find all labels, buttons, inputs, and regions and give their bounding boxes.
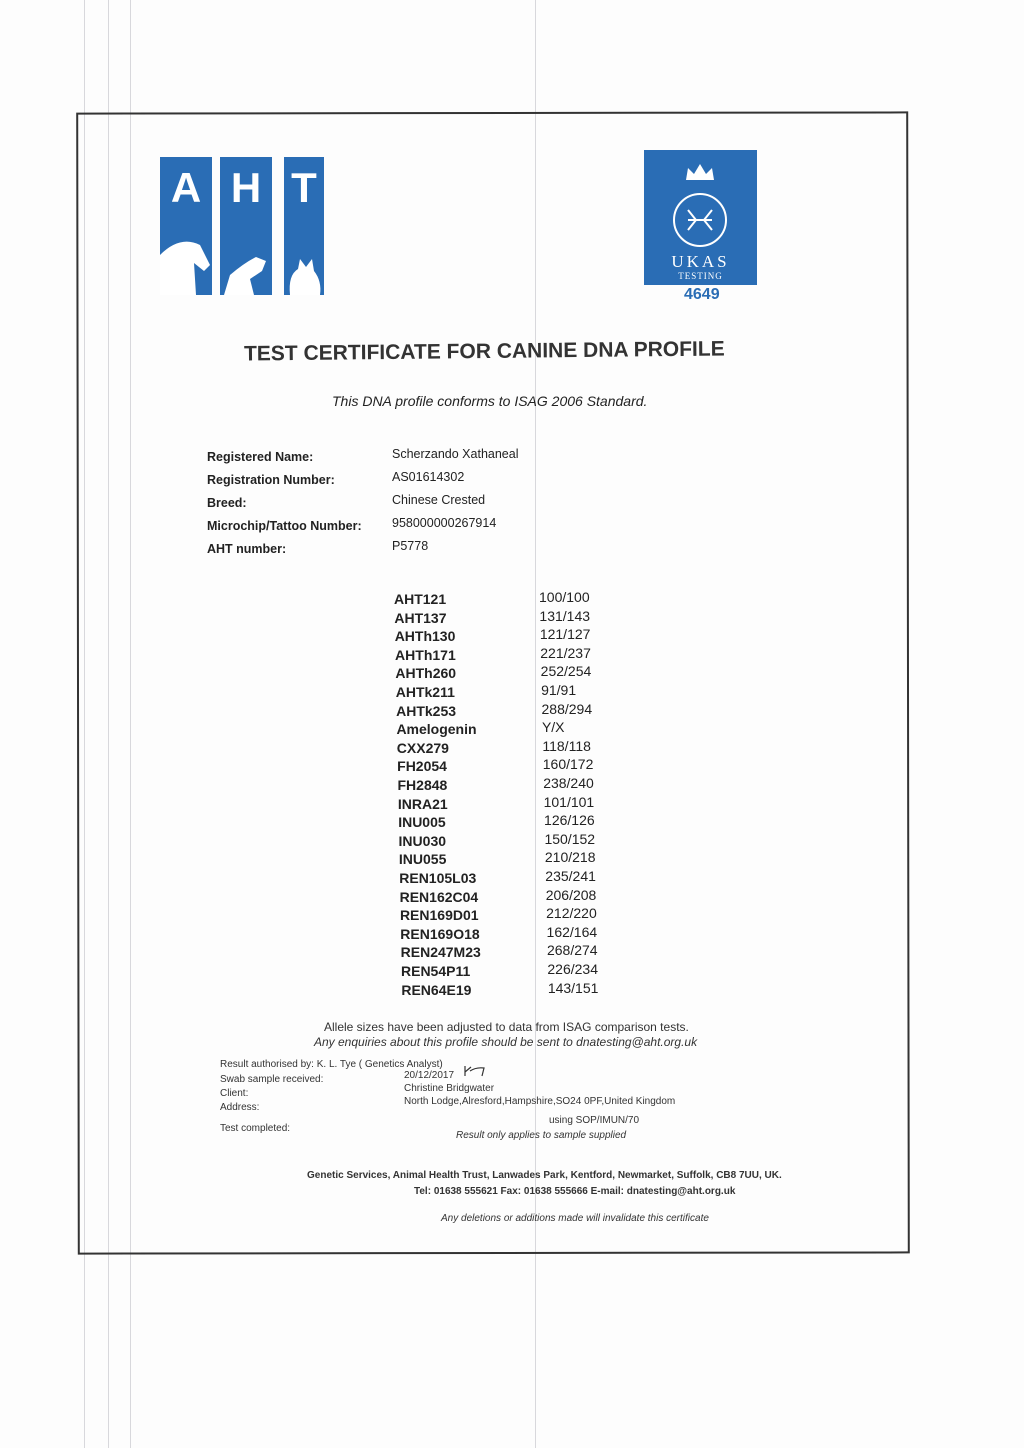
marker-value: 162/164 (546, 923, 598, 940)
marker-name: REN162C04 (399, 888, 479, 905)
marker-value: Y/X (541, 719, 565, 736)
marker-name: INU030 (398, 832, 447, 849)
marker-name: CXX279 (396, 739, 449, 756)
footer-disclaimer: Any deletions or additions made will inv… (441, 1213, 709, 1224)
marker-value: 150/152 (544, 830, 596, 847)
address-value: North Lodge,Alresford,Hampshire,SO24 0PF… (404, 1096, 676, 1107)
marker-name: REN64E19 (401, 981, 472, 998)
marker-name: REN247M23 (400, 944, 481, 961)
scan-line (108, 0, 109, 1448)
marker-name: REN105L03 (399, 870, 477, 886)
marker-value: 91/91 (541, 682, 577, 698)
marker-value: 118/118 (542, 737, 591, 754)
marker-value: 268/274 (546, 942, 598, 959)
test-completed-label: Test completed: (220, 1123, 291, 1134)
test-method: using SOP/IMUN/70 (549, 1115, 640, 1126)
detail-value: P5778 (392, 539, 429, 553)
dog-silhouette-icon (224, 257, 266, 295)
marker-name: AHT137 (394, 609, 447, 626)
detail-label: Registration Number: (207, 473, 335, 487)
ukas-subtext: TESTING (678, 271, 723, 281)
applies-note: Result only applies to sample supplied (456, 1130, 627, 1141)
marker-name: AHTk253 (396, 702, 457, 719)
marker-name: AHTk211 (395, 684, 455, 700)
handwritten-initials (464, 1066, 485, 1077)
detail-value: Scherzando Xathaneal (392, 447, 519, 461)
detail-value: AS01614302 (392, 470, 465, 484)
marker-name: AHT121 (394, 591, 447, 607)
logo-letter: A (170, 164, 202, 211)
marker-value: 235/241 (545, 868, 596, 884)
scan-line (130, 0, 131, 1448)
marker-name: INRA21 (397, 795, 448, 812)
ukas-text: UKAS (671, 252, 730, 271)
marker-name: Amelogenin (396, 721, 477, 738)
marker-value: 126/126 (544, 812, 595, 829)
horse-silhouette-icon (160, 241, 210, 295)
marker-name: REN169O18 (400, 925, 480, 942)
marker-value: 160/172 (542, 756, 594, 773)
marker-name: AHTh130 (394, 628, 456, 645)
marker-value: 100/100 (539, 589, 590, 605)
crown-tick-emblem-icon (673, 164, 727, 247)
marker-value: 252/254 (540, 663, 592, 680)
client-label: Client: (220, 1088, 249, 1099)
cat-silhouette-icon (289, 259, 321, 295)
enquiries-note: Any enquiries about this profile should … (314, 1035, 698, 1049)
footer-address: Genetic Services, Animal Health Trust, L… (307, 1170, 782, 1181)
detail-label: AHT number: (207, 542, 287, 556)
ukas-number: 4649 (684, 286, 720, 303)
marker-value: 143/151 (547, 979, 599, 996)
detail-label: Microchip/Tattoo Number: (207, 519, 362, 533)
marker-value: 212/220 (546, 905, 597, 922)
marker-name: FH2054 (397, 758, 447, 775)
marker-name: FH2848 (397, 777, 448, 793)
marker-name: AHTh171 (395, 646, 456, 663)
client-value: Christine Bridgwater (404, 1083, 495, 1094)
allele-note: Allele sizes have been adjusted to data … (324, 1020, 689, 1034)
marker-value: 121/127 (539, 626, 591, 643)
marker-value: 206/208 (545, 886, 597, 903)
swab-label: Swab sample received: (220, 1074, 324, 1085)
scan-line (535, 0, 536, 1448)
marker-value: 131/143 (539, 607, 591, 624)
footer-contact: Tel: 01638 555621 Fax: 01638 555666 E-ma… (414, 1186, 736, 1197)
authorised-by: Result authorised by: K. L. Tye ( Geneti… (220, 1059, 443, 1070)
scan-line (84, 0, 85, 1448)
marker-name: AHTh260 (395, 665, 457, 682)
marker-name: INU005 (398, 814, 446, 831)
marker-value: 238/240 (543, 775, 594, 791)
address-label: Address: (220, 1102, 260, 1113)
page-title: TEST CERTIFICATE FOR CANINE DNA PROFILE (243, 337, 725, 366)
detail-value: 958000000267914 (392, 516, 497, 530)
marker-name: REN169D01 (399, 907, 479, 924)
marker-name: INU055 (398, 851, 447, 868)
logo-letter: H (230, 164, 262, 211)
detail-value: Chinese Crested (392, 493, 486, 507)
marker-name: REN54P11 (401, 963, 471, 979)
swab-date: 20/12/2017 (404, 1070, 455, 1081)
marker-value: 288/294 (541, 700, 593, 717)
marker-value: 101/101 (543, 793, 595, 810)
detail-label: Registered Name: (207, 450, 314, 464)
marker-value: 226/234 (547, 961, 598, 977)
marker-value: 210/218 (544, 849, 596, 866)
logo-letter: T (291, 164, 317, 211)
detail-label: Breed: (207, 496, 247, 510)
marker-value: 221/237 (540, 644, 591, 661)
ukas-logo: UKAS TESTING (644, 150, 757, 285)
subtitle: This DNA profile conforms to ISAG 2006 S… (332, 393, 648, 409)
